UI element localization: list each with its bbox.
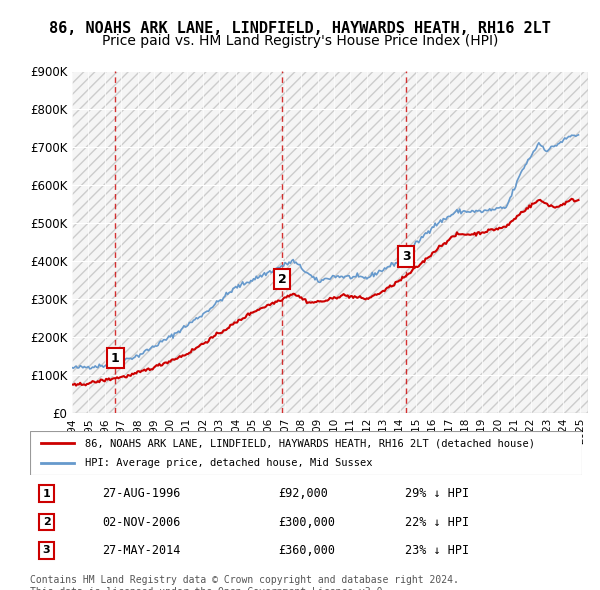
Text: 27-MAY-2014: 27-MAY-2014 (102, 544, 180, 557)
Text: 86, NOAHS ARK LANE, LINDFIELD, HAYWARDS HEATH, RH16 2LT (detached house): 86, NOAHS ARK LANE, LINDFIELD, HAYWARDS … (85, 438, 535, 448)
Text: 1: 1 (111, 352, 120, 365)
Text: 29% ↓ HPI: 29% ↓ HPI (406, 487, 469, 500)
Text: 2: 2 (43, 517, 50, 527)
Text: 23% ↓ HPI: 23% ↓ HPI (406, 544, 469, 557)
Text: 22% ↓ HPI: 22% ↓ HPI (406, 516, 469, 529)
Text: 27-AUG-1996: 27-AUG-1996 (102, 487, 180, 500)
Text: 3: 3 (402, 250, 410, 263)
Text: 02-NOV-2006: 02-NOV-2006 (102, 516, 180, 529)
Text: £92,000: £92,000 (278, 487, 328, 500)
Text: Contains HM Land Registry data © Crown copyright and database right 2024.
This d: Contains HM Land Registry data © Crown c… (30, 575, 459, 590)
Text: 3: 3 (43, 546, 50, 555)
Text: Price paid vs. HM Land Registry's House Price Index (HPI): Price paid vs. HM Land Registry's House … (102, 34, 498, 48)
Text: 2: 2 (278, 273, 287, 286)
Text: £300,000: £300,000 (278, 516, 335, 529)
Bar (72, 71, 588, 413)
Text: 86, NOAHS ARK LANE, LINDFIELD, HAYWARDS HEATH, RH16 2LT: 86, NOAHS ARK LANE, LINDFIELD, HAYWARDS … (49, 21, 551, 35)
FancyBboxPatch shape (30, 431, 582, 475)
Text: £360,000: £360,000 (278, 544, 335, 557)
Text: 1: 1 (43, 489, 50, 499)
Text: HPI: Average price, detached house, Mid Sussex: HPI: Average price, detached house, Mid … (85, 458, 373, 467)
